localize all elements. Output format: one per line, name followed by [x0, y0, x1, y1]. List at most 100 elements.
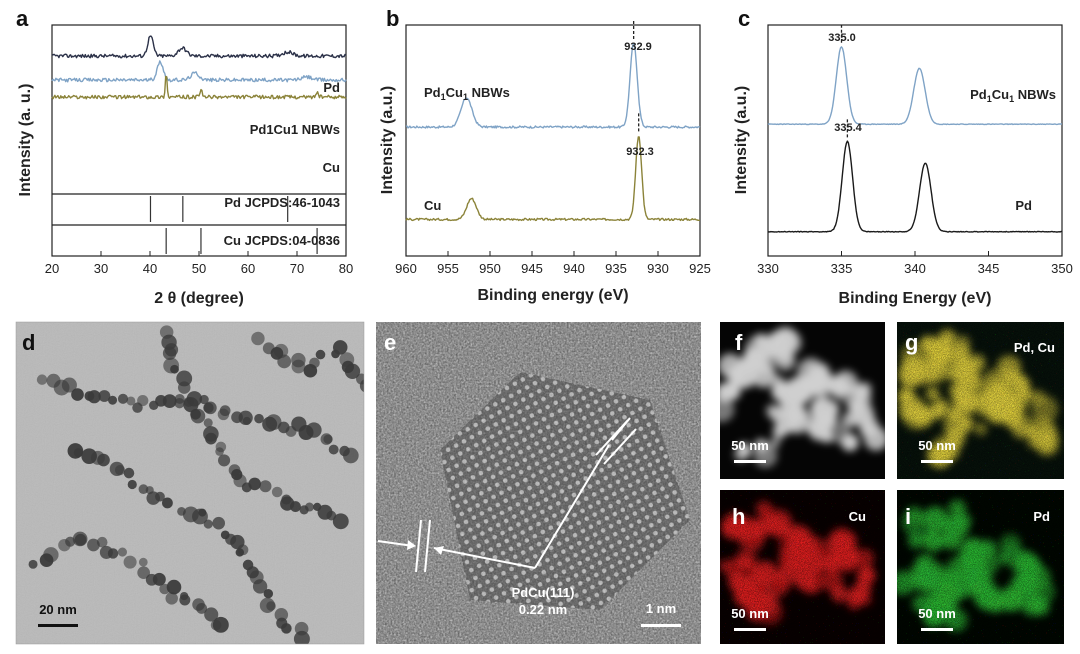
nanoparticle — [155, 491, 165, 502]
eds-signal-blob — [859, 423, 873, 437]
eds-signal-blob — [849, 398, 866, 415]
e-scale-bar — [641, 624, 681, 627]
nanoparticle — [306, 422, 322, 438]
eds-signal-blob — [820, 430, 834, 443]
nanoparticle — [254, 413, 264, 424]
c-y-axis-label: Intensity (a.u.) — [733, 86, 750, 194]
g-scale-bar — [921, 460, 953, 463]
b-series-label-cu: Cu — [424, 198, 441, 213]
nanoparticle — [183, 396, 194, 407]
nanoparticle — [98, 390, 111, 402]
nanoparticle — [212, 616, 229, 633]
eds-signal-blob — [764, 331, 792, 359]
a-tick-label-0: 20 — [45, 261, 59, 276]
panel-c: c 330 335 340 345 350 Pd1Cu1 NBWs Pd 335.0 3… — [733, 6, 1073, 307]
c-series-label-pdcu: Pd1Cu1 NBWs — [970, 87, 1056, 104]
panel-label-e: e — [384, 330, 396, 355]
e-scale-bar-label: 1 nm — [646, 601, 676, 616]
nanoparticle — [215, 447, 224, 456]
nanoparticle — [162, 497, 173, 509]
h-element-label: Cu — [849, 509, 866, 524]
b-x-axis-label: Binding energy (eV) — [477, 287, 628, 304]
c-tick-label-3: 345 — [978, 261, 1000, 276]
e-lattice-annotation — [377, 417, 637, 573]
nanoparticle — [117, 393, 129, 404]
a-tick-label-5: 70 — [290, 261, 304, 276]
nanoparticle — [333, 340, 348, 355]
panel-h-cu-map — [720, 490, 885, 644]
nanoparticle — [252, 579, 268, 594]
a-y-axis-label: Intensity (a. u.) — [17, 84, 34, 197]
nanoparticle — [107, 548, 119, 559]
a-ref-label-cu: Cu JCPDS:04-0836 — [224, 233, 340, 248]
nanoparticle — [203, 519, 213, 529]
nanoparticle — [61, 377, 77, 393]
nanoparticle — [342, 447, 359, 464]
a-tick-label-1: 30 — [94, 261, 108, 276]
a-tick-label-6: 80 — [339, 261, 353, 276]
panel-a: a 20 30 40 50 60 70 80 Pd Pd1Cu1 NBWs Cu Pd JC… — [16, 6, 353, 307]
nanoparticle — [176, 370, 193, 387]
nanoparticle — [237, 544, 249, 556]
nanoparticle — [203, 418, 213, 428]
c-series-line-0 — [767, 46, 1063, 126]
nanoparticle — [328, 444, 339, 455]
c-peak-label-1: 335.0 — [828, 32, 856, 44]
nanoparticle — [315, 349, 326, 360]
nanoparticle — [87, 390, 101, 404]
panel-label-a: a — [16, 6, 29, 31]
panel-d-tem-image — [16, 322, 364, 644]
eds-signal-blob — [765, 403, 780, 418]
c-tick-label-2: 340 — [904, 261, 926, 276]
a-series-label-cu: Cu — [323, 160, 340, 175]
nanoparticle — [271, 486, 283, 498]
b-tick-label-5: 935 — [605, 261, 627, 276]
c-tick-label-4: 350 — [1051, 261, 1073, 276]
panel-label-f: f — [735, 330, 743, 355]
nanoparticle — [251, 331, 265, 346]
nanoparticle — [72, 531, 88, 547]
nanoparticle — [114, 464, 126, 476]
nanoparticle — [97, 453, 110, 467]
nanoparticle — [274, 607, 289, 622]
h-scale-bar — [734, 628, 766, 631]
nanoparticle — [87, 538, 100, 552]
nanoparticle — [293, 630, 310, 644]
nanoparticle — [248, 477, 261, 491]
nanoparticle — [359, 379, 364, 393]
e-annotation-line1: PdCu(111) — [512, 585, 575, 600]
c-tick-label-1: 335 — [831, 261, 853, 276]
nanoparticle — [170, 364, 179, 374]
nanoparticle — [137, 566, 150, 579]
f-scale-bar-label: 50 nm — [731, 438, 769, 453]
panel-c-frame — [767, 24, 1063, 257]
panel-i-pd-map — [897, 490, 1064, 644]
eds-signal-blob — [729, 368, 741, 381]
nanoparticle — [137, 394, 149, 407]
eds-signal-blob — [834, 390, 846, 402]
nanoparticle — [165, 592, 178, 605]
panel-a-frame — [51, 24, 347, 257]
a-ref-label-pd: Pd JCPDS:46-1043 — [224, 195, 340, 210]
a-tick-label-4: 60 — [241, 261, 255, 276]
nanoparticle — [43, 547, 59, 563]
eds-signal-blob — [803, 371, 825, 393]
b-tick-label-0: 960 — [395, 261, 417, 276]
a-series-line-0 — [51, 35, 347, 59]
nanoparticle — [71, 388, 84, 401]
nanoparticle — [162, 394, 177, 409]
a-tick-label-3: 50 — [192, 261, 206, 276]
g-element-label: Pd, Cu — [1014, 340, 1055, 355]
d-scale-bar — [38, 624, 78, 627]
a-series-line-1 — [51, 60, 347, 83]
a-series-label-pdcu: Pd1Cu1 NBWs — [250, 122, 340, 137]
nanoparticle — [344, 363, 361, 379]
i-element-label: Pd — [1033, 509, 1050, 524]
nanoparticle — [259, 480, 272, 493]
d-scale-bar-label: 20 nm — [39, 602, 77, 617]
e-annotation-line2: 0.22 nm — [519, 602, 567, 617]
eds-signal-blob — [754, 438, 768, 453]
b-peak-label-2: 932.3 — [626, 146, 654, 158]
c-x-axis-label: Binding Energy (eV) — [839, 290, 992, 307]
